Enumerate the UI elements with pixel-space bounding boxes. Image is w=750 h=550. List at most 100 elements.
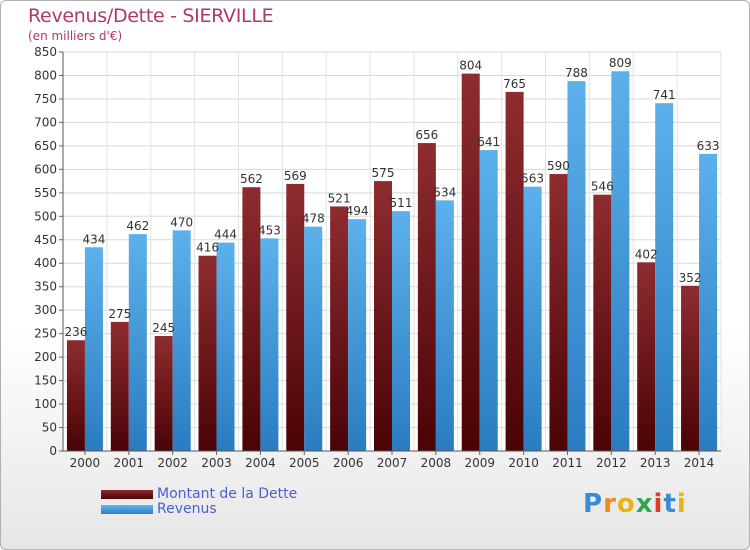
bar-revenue xyxy=(479,150,498,451)
data-label-debt: 569 xyxy=(284,169,307,183)
y-tick-label: 450 xyxy=(34,233,57,247)
x-tick-label: 2004 xyxy=(245,456,276,470)
bar-debt xyxy=(66,340,85,451)
bar-debt xyxy=(330,206,349,451)
x-tick-label: 2000 xyxy=(70,456,101,470)
bar-debt xyxy=(242,187,261,451)
bar-debt xyxy=(154,335,173,451)
data-label-debt: 275 xyxy=(108,307,131,321)
logo-letter: r xyxy=(603,489,617,519)
data-label-revenue: 478 xyxy=(302,212,325,226)
logo-letter: i xyxy=(653,489,664,519)
legend-label-debt: Montant de la Dette xyxy=(157,486,298,502)
y-tick-label: 600 xyxy=(34,162,57,176)
legend-swatch-debt xyxy=(101,490,153,499)
bar-debt xyxy=(461,73,480,451)
data-label-debt: 236 xyxy=(64,325,87,339)
y-tick-label: 300 xyxy=(34,303,57,317)
data-label-debt: 656 xyxy=(415,128,438,142)
data-label-debt: 804 xyxy=(459,59,482,73)
bar-debt xyxy=(681,285,700,451)
bar-debt xyxy=(505,91,524,452)
y-tick-label: 500 xyxy=(34,209,57,223)
data-label-debt: 416 xyxy=(196,241,219,255)
data-label-revenue: 563 xyxy=(521,172,544,186)
bar-debt xyxy=(417,143,436,451)
logo-letter: o xyxy=(616,489,636,519)
logo-letter: i xyxy=(676,489,687,519)
data-label-debt: 352 xyxy=(679,271,702,285)
y-tick-label: 200 xyxy=(34,350,57,364)
bar-debt xyxy=(549,174,568,451)
bar-revenue xyxy=(216,242,235,451)
x-tick-label: 2014 xyxy=(684,456,715,470)
x-tick-label: 2008 xyxy=(421,456,452,470)
data-label-debt: 402 xyxy=(635,247,658,261)
y-tick-label: 550 xyxy=(34,186,57,200)
y-tick-label: 50 xyxy=(42,421,57,435)
x-tick-label: 2013 xyxy=(640,456,671,470)
bar-revenue xyxy=(260,238,279,451)
logo-letter: x xyxy=(635,489,654,519)
bar-revenue xyxy=(567,81,586,452)
bar-revenue xyxy=(304,226,323,451)
bar-revenue xyxy=(655,103,674,451)
bar-revenue xyxy=(128,234,147,451)
data-label-revenue: 788 xyxy=(565,66,588,80)
bar-revenue xyxy=(435,200,454,451)
bar-revenue xyxy=(611,71,630,451)
bar-revenue xyxy=(348,219,367,451)
bar-revenue xyxy=(699,153,718,451)
y-tick-label: 750 xyxy=(34,92,57,106)
x-tick-label: 2009 xyxy=(464,456,495,470)
y-tick-label: 350 xyxy=(34,280,57,294)
bar-debt xyxy=(286,183,305,451)
data-label-revenue: 741 xyxy=(653,88,676,102)
y-tick-label: 700 xyxy=(34,115,57,129)
data-label-debt: 521 xyxy=(328,191,351,205)
bar-revenue xyxy=(392,211,410,451)
y-tick-label: 850 xyxy=(34,45,57,59)
bar-revenue xyxy=(84,247,103,451)
data-label-revenue: 444 xyxy=(214,228,237,242)
data-label-debt: 575 xyxy=(372,166,395,180)
y-tick-label: 0 xyxy=(49,444,57,458)
data-label-debt: 765 xyxy=(503,77,526,91)
bar-debt xyxy=(637,262,656,451)
x-tick-label: 2011 xyxy=(552,456,583,470)
y-tick-label: 100 xyxy=(34,397,57,411)
x-tick-label: 2002 xyxy=(157,456,188,470)
x-tick-label: 2005 xyxy=(289,456,320,470)
data-label-revenue: 470 xyxy=(170,215,193,229)
data-label-revenue: 633 xyxy=(697,139,720,153)
x-tick-label: 2006 xyxy=(333,456,364,470)
bar-revenue xyxy=(172,230,191,451)
logo-letter: P xyxy=(583,489,604,519)
bar-debt xyxy=(374,181,392,451)
data-label-revenue: 494 xyxy=(346,204,369,218)
x-tick-label: 2003 xyxy=(201,456,232,470)
data-label-debt: 546 xyxy=(591,180,614,194)
legend-swatch-revenue xyxy=(101,505,153,514)
y-tick-label: 650 xyxy=(34,139,57,153)
data-label-revenue: 534 xyxy=(433,185,456,199)
proxiti-logo: Proxiti xyxy=(583,489,687,519)
y-tick-label: 400 xyxy=(34,256,57,270)
bar-debt xyxy=(593,194,612,451)
chart-subtitle: (en milliers d'€) xyxy=(28,29,123,43)
chart-title: Revenus/Dette - SIERVILLE xyxy=(28,5,274,27)
data-label-revenue: 434 xyxy=(82,232,105,246)
y-tick-label: 800 xyxy=(34,68,57,82)
logo-letter: t xyxy=(663,489,677,519)
data-label-revenue: 511 xyxy=(390,196,413,210)
x-tick-label: 2001 xyxy=(114,456,145,470)
y-tick-label: 250 xyxy=(34,327,57,341)
data-label-revenue: 809 xyxy=(609,56,632,70)
bar-debt xyxy=(198,255,217,451)
data-label-debt: 590 xyxy=(547,159,570,173)
x-tick-label: 2012 xyxy=(596,456,627,470)
data-label-debt: 562 xyxy=(240,172,263,186)
data-label-revenue: 641 xyxy=(477,135,500,149)
